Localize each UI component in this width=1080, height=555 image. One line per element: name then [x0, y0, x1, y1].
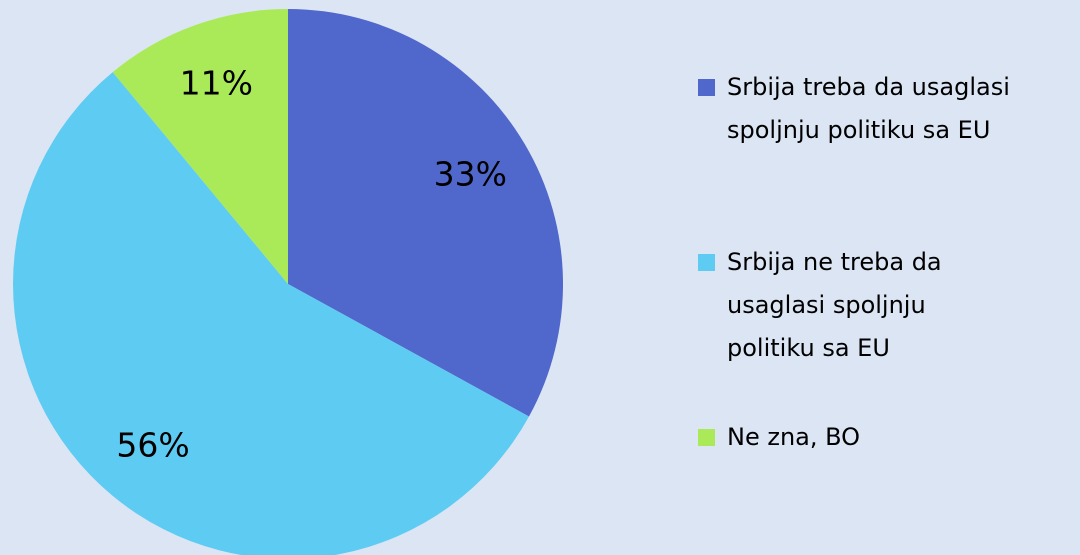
legend-swatch	[698, 254, 715, 271]
slice-label: 33%	[434, 155, 507, 194]
legend-item: Srbija treba da usaglasi spoljnju politi…	[698, 66, 1080, 152]
legend-label: Ne zna, BO	[727, 423, 861, 451]
legend-swatch	[698, 79, 715, 96]
legend-label: Srbija treba da usaglasi spoljnju politi…	[727, 73, 1010, 144]
pie-slice	[288, 9, 563, 417]
legend-swatch	[698, 429, 715, 446]
legend-label: Srbija ne treba da usaglasi spoljnju pol…	[727, 248, 942, 362]
pie-slice	[112, 9, 288, 284]
slice-label: 56%	[116, 426, 189, 465]
legend-item: Srbija ne treba da usaglasi spoljnju pol…	[698, 241, 1007, 370]
slice-label: 11%	[180, 63, 253, 102]
pie-slice	[13, 72, 529, 555]
legend-item: Ne zna, BO	[698, 416, 1080, 459]
